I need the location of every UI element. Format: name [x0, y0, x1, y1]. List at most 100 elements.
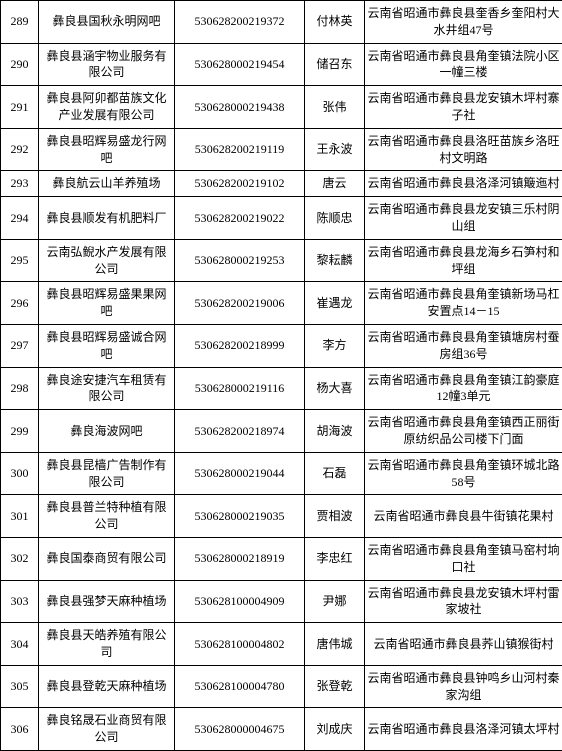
cell-name: 彝良途安捷汽车租赁有限公司: [39, 367, 175, 410]
cell-addr: 云南省昭通市彝良县龙海乡石笋村和坪组: [365, 239, 562, 282]
cell-idx: 303: [1, 580, 39, 623]
table-row: 292彝良县昭辉易盛龙行网吧530628200219119王永波云南省昭通市彝良…: [1, 128, 562, 171]
cell-idx: 291: [1, 86, 39, 129]
table-row: 304彝良县天皓养殖有限公司530628100004802唐伟城云南省昭通市彝良…: [1, 623, 562, 666]
cell-person: 付林英: [305, 1, 365, 44]
cell-person: 黎耘麟: [305, 239, 365, 282]
cell-code: 530628000219253: [175, 239, 305, 282]
cell-code: 530628000219116: [175, 367, 305, 410]
cell-addr: 云南省昭通市彝良县钟鸣乡山河村秦家沟组: [365, 665, 562, 708]
cell-person: 刘成庆: [305, 708, 365, 751]
table-row: 301彝良县普兰特种植有限公司530628000219035贾相波云南省昭通市彝…: [1, 495, 562, 538]
cell-addr: 云南省昭通市彝良县角奎镇环城北路58号: [365, 452, 562, 495]
cell-code: 530628200219372: [175, 1, 305, 44]
cell-name: 彝良县登乾天麻种植场: [39, 665, 175, 708]
table-row: 290彝良县涵宇物业服务有限公司530628000219454储召东云南省昭通市…: [1, 43, 562, 86]
cell-idx: 295: [1, 239, 39, 282]
cell-idx: 301: [1, 495, 39, 538]
cell-code: 530628000219035: [175, 495, 305, 538]
cell-addr: 云南省昭通市彝良县角奎镇新场马杠安置点14－15: [365, 282, 562, 325]
cell-addr: 云南省昭通市彝良县洛泽河镇簸迤村: [365, 171, 562, 197]
cell-name: 彝良县阿卯都苗族文化产业发展有限公司: [39, 86, 175, 129]
cell-code: 530628200219119: [175, 128, 305, 171]
table-row: 296彝良县昭辉易盛果果网吧530628200219006崔遇龙云南省昭通市彝良…: [1, 282, 562, 325]
cell-idx: 299: [1, 410, 39, 453]
table-row: 289彝良县国秋永明网吧530628200219372付林英云南省昭通市彝良县奎…: [1, 1, 562, 44]
cell-idx: 294: [1, 197, 39, 240]
cell-name: 彝良县国秋永明网吧: [39, 1, 175, 44]
cell-code: 530628200219006: [175, 282, 305, 325]
cell-addr: 云南省昭通市彝良县洛旺苗族乡洛旺村文明路: [365, 128, 562, 171]
cell-idx: 305: [1, 665, 39, 708]
cell-idx: 289: [1, 1, 39, 44]
cell-name: 彝良国泰商贸有限公司: [39, 537, 175, 580]
cell-code: 530628200218999: [175, 324, 305, 367]
cell-name: 彝良县昭辉易盛诚合网吧: [39, 324, 175, 367]
table-row: 297彝良县昭辉易盛诚合网吧530628200218999李方云南省昭通市彝良县…: [1, 324, 562, 367]
cell-name: 彝良县涵宇物业服务有限公司: [39, 43, 175, 86]
cell-code: 530628000219438: [175, 86, 305, 129]
cell-addr: 云南省昭通市彝良县龙安镇三乐村阴山组: [365, 197, 562, 240]
cell-idx: 296: [1, 282, 39, 325]
cell-person: 贾相波: [305, 495, 365, 538]
cell-code: 530628200219102: [175, 171, 305, 197]
table-row: 306彝良铭晟石业商贸有限公司530628000004675刘成庆云南省昭通市彝…: [1, 708, 562, 751]
cell-idx: 298: [1, 367, 39, 410]
cell-person: 李方: [305, 324, 365, 367]
cell-person: 唐伟城: [305, 623, 365, 666]
table-row: 295云南弘鲵水产发展有限公司530628000219253黎耘麟云南省昭通市彝…: [1, 239, 562, 282]
cell-idx: 297: [1, 324, 39, 367]
cell-person: 储召东: [305, 43, 365, 86]
cell-person: 王永波: [305, 128, 365, 171]
cell-name: 彝良县昭辉易盛龙行网吧: [39, 128, 175, 171]
cell-code: 530628200219022: [175, 197, 305, 240]
cell-name: 彝良航云山羊养殖场: [39, 171, 175, 197]
cell-addr: 云南省昭通市彝良县角奎镇马窑村垧口社: [365, 537, 562, 580]
cell-addr: 云南省昭通市彝良县角奎镇江韵豪庭12幢3单元: [365, 367, 562, 410]
cell-name: 彝良县昆樯广告制作有限公司: [39, 452, 175, 495]
cell-person: 张伟: [305, 86, 365, 129]
cell-addr: 云南省昭通市彝良县角奎镇法院小区一幢三楼: [365, 43, 562, 86]
cell-code: 530628000004675: [175, 708, 305, 751]
cell-code: 530628100004780: [175, 665, 305, 708]
table-row: 291彝良县阿卯都苗族文化产业发展有限公司530628000219438张伟云南…: [1, 86, 562, 129]
cell-idx: 290: [1, 43, 39, 86]
cell-name: 彝良县顺发有机肥料厂: [39, 197, 175, 240]
table-row: 298彝良途安捷汽车租赁有限公司530628000219116杨大喜云南省昭通市…: [1, 367, 562, 410]
cell-person: 杨大喜: [305, 367, 365, 410]
cell-name: 彝良铭晟石业商贸有限公司: [39, 708, 175, 751]
cell-name: 彝良县天皓养殖有限公司: [39, 623, 175, 666]
cell-idx: 292: [1, 128, 39, 171]
cell-person: 尹娜: [305, 580, 365, 623]
cell-idx: 304: [1, 623, 39, 666]
cell-code: 530628100004909: [175, 580, 305, 623]
table-row: 294彝良县顺发有机肥料厂530628200219022陈顺忠云南省昭通市彝良县…: [1, 197, 562, 240]
cell-person: 唐云: [305, 171, 365, 197]
cell-addr: 云南省昭通市彝良县牛街镇花果村: [365, 495, 562, 538]
cell-name: 彝良海波网吧: [39, 410, 175, 453]
cell-idx: 293: [1, 171, 39, 197]
cell-addr: 云南省昭通市彝良县荞山镇猴街村: [365, 623, 562, 666]
cell-code: 530628100004802: [175, 623, 305, 666]
table-row: 303彝良县强梦天麻种植场530628100004909尹娜云南省昭通市彝良县龙…: [1, 580, 562, 623]
table-row: 293彝良航云山羊养殖场530628200219102唐云云南省昭通市彝良县洛泽…: [1, 171, 562, 197]
cell-name: 彝良县普兰特种植有限公司: [39, 495, 175, 538]
cell-addr: 云南省昭通市彝良县角奎镇西正丽街原纺织品公司楼下门面: [365, 410, 562, 453]
cell-name: 云南弘鲵水产发展有限公司: [39, 239, 175, 282]
cell-code: 530628200218974: [175, 410, 305, 453]
cell-name: 彝良县昭辉易盛果果网吧: [39, 282, 175, 325]
table-row: 305彝良县登乾天麻种植场530628100004780张登乾云南省昭通市彝良县…: [1, 665, 562, 708]
cell-addr: 云南省昭通市彝良县角奎镇塘房村蚕房组36号: [365, 324, 562, 367]
cell-idx: 302: [1, 537, 39, 580]
table-row: 302彝良国泰商贸有限公司530628000218919李忠红云南省昭通市彝良县…: [1, 537, 562, 580]
cell-person: 崔遇龙: [305, 282, 365, 325]
cell-person: 石磊: [305, 452, 365, 495]
cell-addr: 云南省昭通市彝良县龙安镇木坪村寨子社: [365, 86, 562, 129]
cell-code: 530628000219044: [175, 452, 305, 495]
cell-addr: 云南省昭通市彝良县洛泽河镇太坪村: [365, 708, 562, 751]
cell-name: 彝良县强梦天麻种植场: [39, 580, 175, 623]
table-row: 299彝良海波网吧530628200218974胡海波云南省昭通市彝良县角奎镇西…: [1, 410, 562, 453]
cell-person: 李忠红: [305, 537, 365, 580]
cell-person: 张登乾: [305, 665, 365, 708]
cell-code: 530628000218919: [175, 537, 305, 580]
